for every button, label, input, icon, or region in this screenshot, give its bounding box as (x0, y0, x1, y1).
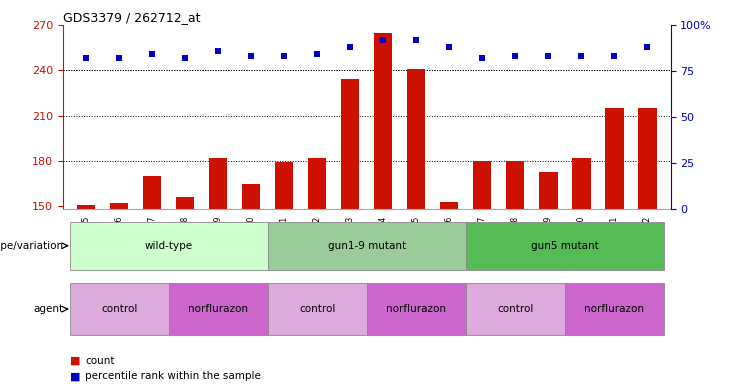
Bar (242, 184, 260, 209)
Bar (605, 108, 623, 209)
Bar (473, 161, 491, 209)
Bar (209, 158, 227, 209)
Bar (77, 205, 95, 209)
Text: control: control (101, 304, 137, 314)
Bar (169, 283, 268, 335)
Bar (639, 108, 657, 209)
Bar (268, 283, 367, 335)
Text: ■: ■ (70, 371, 81, 381)
Bar (408, 69, 425, 209)
Text: GDS3379 / 262712_at: GDS3379 / 262712_at (63, 11, 201, 24)
Bar (374, 33, 393, 209)
Bar (268, 222, 466, 270)
Bar (143, 176, 162, 209)
Bar (110, 203, 128, 209)
Bar (367, 283, 466, 335)
Bar (440, 202, 459, 209)
Bar (341, 79, 359, 209)
Bar (275, 162, 293, 209)
Bar (539, 172, 557, 209)
Bar (70, 222, 268, 270)
Text: gun1-9 mutant: gun1-9 mutant (328, 241, 406, 251)
Bar (176, 197, 194, 209)
Text: genotype/variation: genotype/variation (0, 241, 64, 251)
Bar (572, 158, 591, 209)
Text: control: control (299, 304, 336, 314)
Text: gun5 mutant: gun5 mutant (531, 241, 599, 251)
Bar (308, 158, 326, 209)
Text: norflurazon: norflurazon (188, 304, 248, 314)
Text: agent: agent (33, 304, 64, 314)
Text: wild-type: wild-type (144, 241, 193, 251)
Text: percentile rank within the sample: percentile rank within the sample (85, 371, 261, 381)
Text: norflurazon: norflurazon (585, 304, 645, 314)
Bar (466, 222, 664, 270)
Text: ■: ■ (70, 356, 81, 366)
Bar (506, 161, 525, 209)
Bar (565, 283, 664, 335)
Text: norflurazon: norflurazon (386, 304, 446, 314)
Text: count: count (85, 356, 115, 366)
Bar (70, 283, 169, 335)
Bar (466, 283, 565, 335)
Text: control: control (497, 304, 534, 314)
